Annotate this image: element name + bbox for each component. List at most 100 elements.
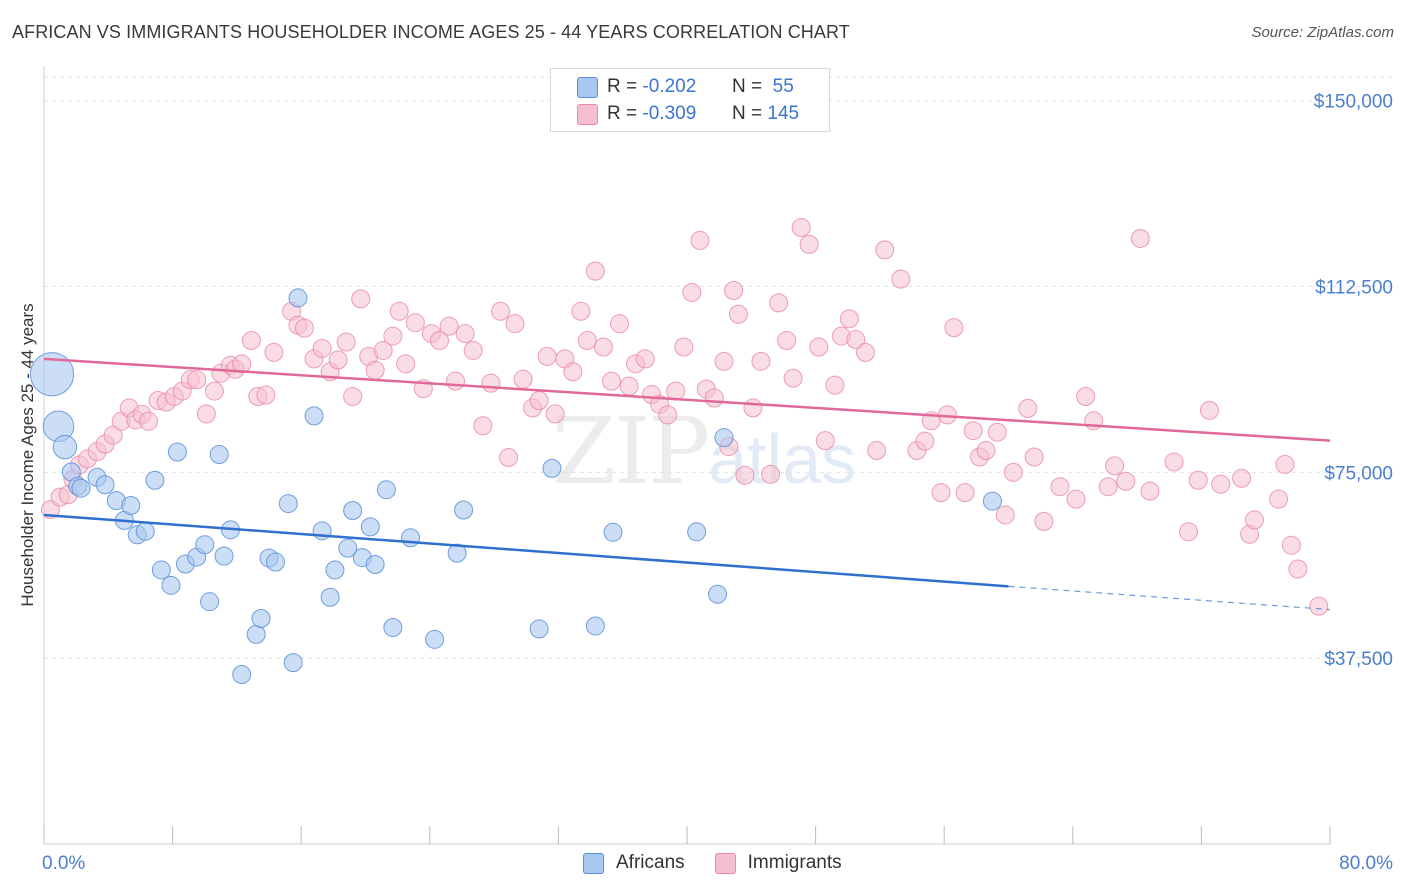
immigrants-point: [783, 368, 803, 388]
immigrants-point: [728, 304, 748, 324]
immigrants-point: [1309, 596, 1329, 616]
africans-point: [246, 624, 266, 644]
immigrants-point: [389, 301, 409, 321]
y-tick-label: $112,500: [1315, 278, 1393, 299]
immigrants-point: [855, 342, 875, 362]
immigrants-point: [777, 331, 797, 351]
immigrants-point: [1098, 477, 1118, 497]
immigrants-point: [365, 360, 385, 380]
immigrants-point: [256, 385, 276, 405]
africans-point: [343, 501, 363, 521]
africans-point: [338, 538, 358, 558]
africans-point: [320, 587, 340, 607]
immigrants-point: [585, 261, 605, 281]
watermark-atlas: atlas: [708, 420, 857, 498]
immigrants-point: [204, 381, 224, 401]
immigrants-point: [743, 398, 763, 418]
immigrants-point: [1076, 387, 1096, 407]
africans-point: [251, 609, 271, 629]
legend-swatch-africans: [583, 852, 604, 874]
immigrants-r: R = -0.309: [607, 103, 697, 124]
immigrants-point: [1050, 477, 1070, 497]
immigrants-point: [328, 350, 348, 370]
immigrants-point: [351, 289, 371, 309]
immigrants-point: [571, 301, 591, 321]
immigrants-point: [963, 421, 983, 441]
immigrants-point: [373, 340, 393, 360]
immigrants-point: [241, 331, 261, 351]
legend-label-africans: Africans: [616, 852, 685, 873]
immigrants-point: [931, 483, 951, 503]
immigrants-point: [563, 362, 583, 382]
immigrants-point: [995, 505, 1015, 525]
africans-point: [151, 560, 171, 580]
immigrants-point: [682, 282, 702, 302]
legend-item-africans[interactable]: Africans: [583, 852, 685, 874]
africans-point: [365, 555, 385, 575]
africans-point: [454, 500, 474, 520]
immigrants-point: [1179, 522, 1199, 542]
immigrants-point: [809, 337, 829, 357]
immigrants-point: [619, 376, 639, 396]
africans-point: [278, 494, 298, 514]
immigrants-point: [761, 464, 781, 484]
immigrants-point: [976, 441, 996, 461]
africans-point: [135, 521, 155, 541]
immigrants-point: [577, 331, 597, 351]
africans-point: [585, 616, 605, 636]
africans-n: N = 55: [732, 76, 794, 97]
africans-point: [232, 665, 252, 685]
africans-point: [542, 458, 562, 478]
immigrants-point: [735, 465, 755, 485]
y-tick-label: $75,000: [1324, 463, 1393, 484]
immigrants-point: [187, 370, 207, 390]
immigrants-point: [839, 309, 859, 329]
immigrants-point: [429, 331, 449, 351]
immigrants-swatch: [577, 103, 598, 125]
africans-point: [29, 352, 75, 397]
immigrants-point: [891, 269, 911, 289]
immigrants-point: [609, 314, 629, 334]
immigrants-point: [405, 313, 425, 333]
immigrants-point: [666, 381, 686, 401]
immigrants-point: [1275, 454, 1295, 474]
immigrants-point: [232, 354, 252, 374]
x-tick-label-min: 0.0%: [42, 853, 85, 874]
immigrants-point: [1164, 452, 1184, 472]
africans-point: [360, 517, 380, 537]
x-tick-label-max: 80.0%: [1339, 853, 1393, 874]
watermark-zip: ZIP: [552, 398, 710, 505]
immigrants-point: [336, 332, 356, 352]
immigrants-point: [674, 337, 694, 357]
africans-trendline: [43, 513, 1009, 588]
africans-point: [283, 653, 303, 673]
immigrants-point: [1034, 511, 1054, 531]
immigrants-point: [815, 431, 835, 451]
immigrants-point: [513, 369, 533, 389]
immigrants-point: [635, 349, 655, 369]
immigrants-point: [1140, 481, 1160, 501]
immigrants-point: [1211, 474, 1231, 494]
africans-point: [95, 475, 115, 495]
immigrants-point: [944, 318, 964, 338]
legend-item-immigrants[interactable]: Immigrants: [714, 852, 842, 874]
immigrants-point: [529, 390, 549, 410]
africans-point: [529, 619, 549, 639]
africans-point: [325, 560, 345, 580]
immigrants-point: [751, 351, 771, 371]
immigrants-point: [1269, 489, 1289, 509]
immigrants-point: [1003, 462, 1023, 482]
immigrants-point: [593, 337, 613, 357]
immigrants-point: [846, 330, 866, 350]
africans-point: [71, 478, 91, 498]
immigrants-point: [867, 441, 887, 461]
immigrants-point: [463, 340, 483, 360]
immigrants-point: [1188, 470, 1208, 490]
immigrants-point: [505, 314, 525, 334]
immigrants-point: [915, 431, 935, 451]
africans-point: [425, 629, 445, 649]
africans-trendline-extension: [1008, 585, 1331, 611]
africans-point: [401, 528, 421, 548]
immigrants-point: [825, 375, 845, 395]
